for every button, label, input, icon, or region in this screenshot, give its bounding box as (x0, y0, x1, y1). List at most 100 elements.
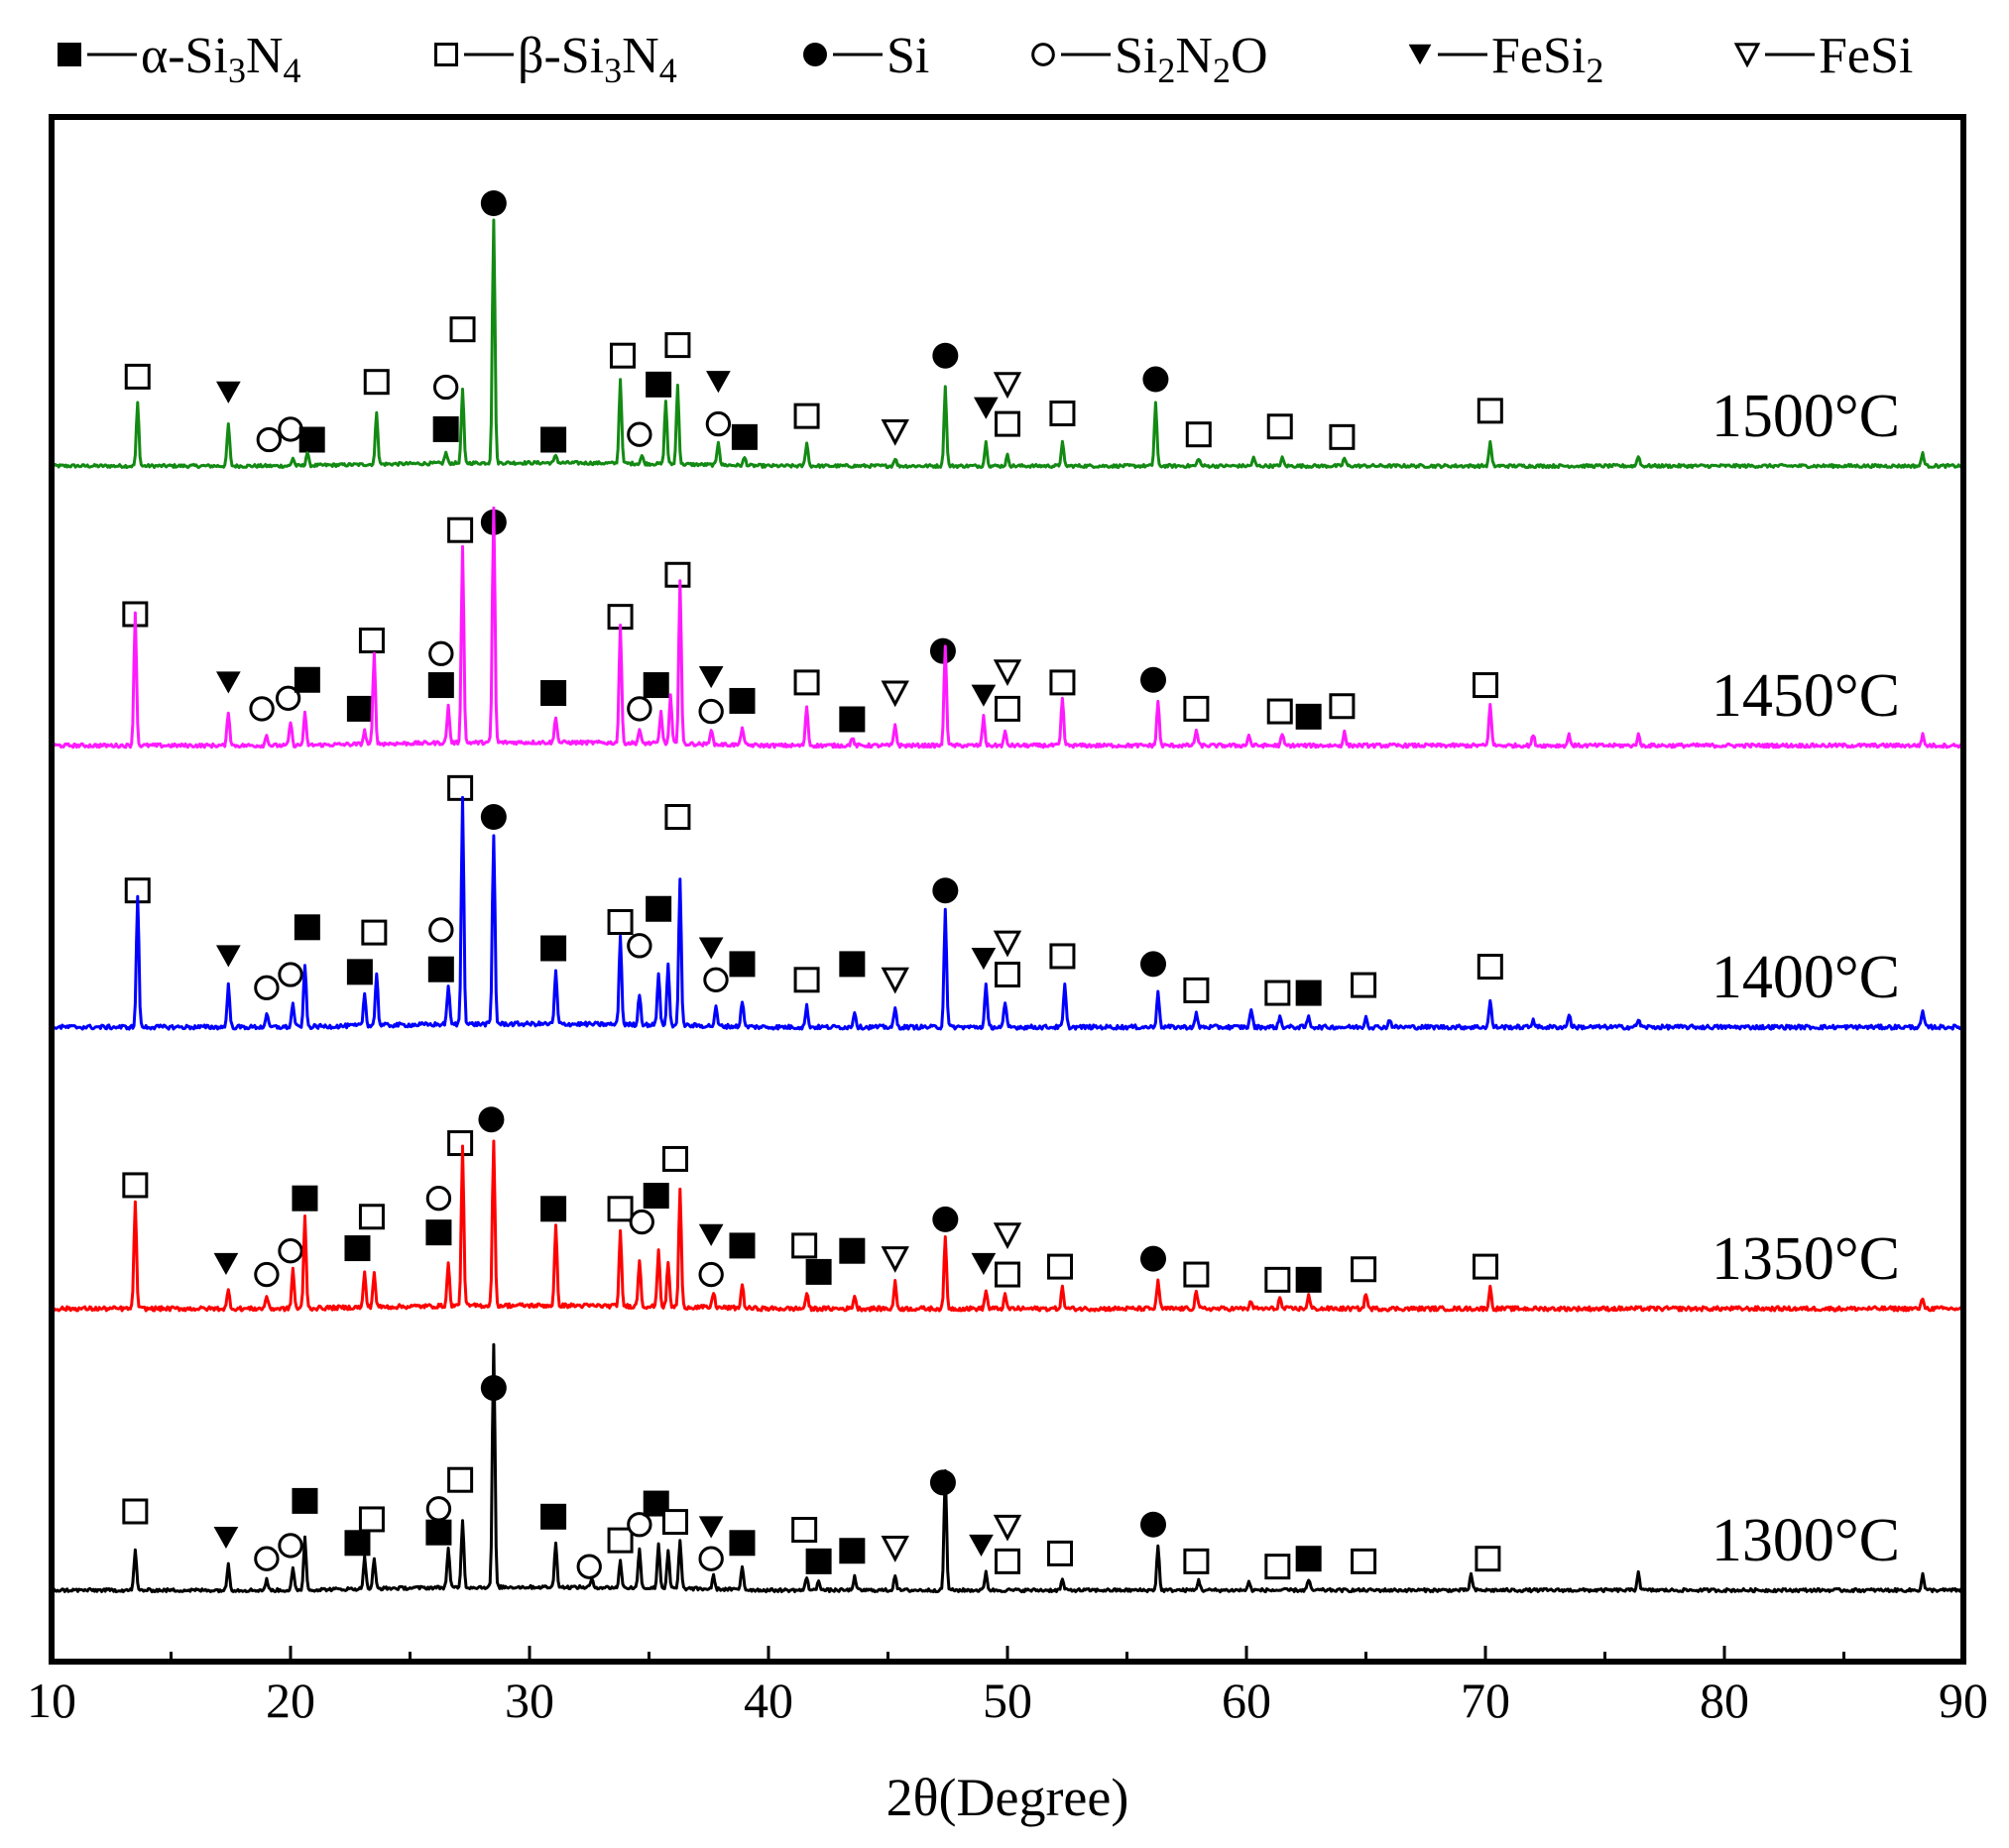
marker-beta-icon (791, 1232, 818, 1259)
marker-fesi-icon (881, 967, 909, 994)
legend-subscript: 4 (659, 51, 677, 90)
marker-si-icon (932, 877, 959, 904)
legend-marker-fesi2-icon (1408, 44, 1432, 65)
marker-alpha-icon (294, 914, 320, 941)
marker-beta-icon (609, 342, 636, 369)
marker-si2n2o-icon (576, 1554, 602, 1579)
legend-label-si: Si (886, 28, 929, 84)
x-tick-label: 40 (744, 1673, 793, 1728)
legend-text-part: β-Si (518, 28, 604, 84)
marker-si2n2o-icon (627, 1512, 652, 1538)
legend-label-fesi2: FeSi2 (1491, 28, 1603, 90)
marker-beta-icon (361, 919, 388, 946)
marker-beta-icon (1047, 1253, 1074, 1280)
marker-beta-icon (1185, 421, 1212, 448)
marker-beta-icon (363, 369, 390, 396)
series-label: 1450°C (1712, 662, 1900, 730)
marker-alpha-icon (1295, 1266, 1322, 1293)
marker-beta-icon (1351, 1548, 1377, 1574)
marker-beta-icon (1183, 695, 1210, 722)
legend-text-part: N (246, 28, 284, 84)
marker-fesi-icon (993, 930, 1022, 958)
legend-label-fesi: FeSi (1819, 28, 1913, 84)
marker-beta-icon (607, 909, 634, 935)
marker-alpha-icon (805, 1548, 832, 1574)
marker-alpha-icon (344, 1530, 371, 1557)
legend-label-alpha: α-Si3N4 (141, 28, 301, 90)
marker-si-icon (478, 1106, 505, 1133)
marker-beta-icon (1351, 972, 1377, 998)
marker-alpha-icon (729, 951, 756, 978)
series-lines (50, 218, 1965, 1594)
marker-si-icon (1140, 1245, 1167, 1272)
legend-text-part: FeSi (1819, 28, 1913, 84)
marker-beta-icon (1049, 669, 1076, 696)
series-label: 1350°C (1712, 1225, 1900, 1293)
legend-marker-alpha-icon (58, 43, 81, 66)
marker-alpha-icon (425, 1219, 452, 1246)
marker-alpha-icon (346, 695, 373, 722)
marker-alpha-icon (729, 687, 756, 714)
marker-beta-icon (122, 1498, 149, 1525)
marker-beta-icon (1266, 698, 1293, 725)
legend-label-si2n2o: Si2N2O (1115, 28, 1268, 90)
marker-si2n2o-icon (432, 374, 459, 401)
marker-beta-icon (995, 962, 1020, 987)
series-label: 1500°C (1712, 383, 1900, 450)
marker-beta-icon (995, 695, 1020, 722)
legend-item-alpha: α-Si3N4 (58, 28, 301, 90)
marker-beta-icon (1264, 1554, 1291, 1580)
marker-beta-icon (793, 669, 820, 696)
marker-alpha-icon (839, 1538, 866, 1564)
marker-alpha-icon (540, 1503, 567, 1530)
marker-alpha-icon (1295, 703, 1322, 730)
marker-si2n2o-icon (249, 696, 275, 722)
x-tick-label: 90 (1939, 1673, 1988, 1728)
marker-alpha-icon (729, 1232, 756, 1259)
marker-si2n2o-icon (254, 1261, 280, 1288)
marker-alpha-icon (540, 426, 567, 453)
marker-si2n2o-icon (278, 1533, 303, 1559)
marker-si2n2o-icon (275, 685, 301, 711)
marker-fesi-icon (881, 419, 909, 446)
marker-alpha-icon (646, 371, 672, 398)
marker-si2n2o-icon (278, 1238, 303, 1264)
marker-fesi2-icon (973, 397, 999, 419)
legend-label-beta: β-Si3N4 (518, 28, 677, 90)
marker-fesi2-icon (971, 1252, 997, 1275)
marker-si2n2o-icon (425, 1496, 452, 1522)
marker-si2n2o-icon (703, 967, 729, 992)
legend-marker-si2n2o-icon (1031, 43, 1055, 66)
series-line-1300c (51, 1342, 1964, 1594)
marker-fesi-icon (881, 1246, 909, 1273)
marker-fesi2-icon (215, 671, 241, 694)
marker-beta-icon (664, 804, 691, 830)
marker-si2n2o-icon (698, 698, 724, 725)
marker-beta-icon (793, 403, 820, 429)
marker-fesi2-icon (969, 1534, 994, 1557)
marker-beta-icon (447, 517, 474, 543)
marker-alpha-icon (292, 1185, 318, 1212)
marker-alpha-icon (540, 935, 567, 962)
marker-beta-icon (664, 561, 691, 588)
marker-si2n2o-icon (627, 696, 652, 722)
marker-si2n2o-icon (425, 1186, 452, 1212)
marker-si-icon (1140, 1511, 1167, 1538)
marker-si2n2o-icon (698, 1546, 724, 1571)
series-line-1400c (50, 795, 1964, 1031)
marker-fesi-icon (993, 659, 1022, 687)
marker-beta-icon (1183, 1548, 1210, 1574)
legend-text-part: FeSi (1491, 28, 1586, 84)
legend-item-si: Si (803, 28, 929, 84)
series-line-1350c (51, 1139, 1965, 1313)
marker-si2n2o-icon (627, 933, 652, 959)
marker-alpha-icon (643, 672, 669, 699)
marker-beta-icon (1351, 1256, 1377, 1283)
marker-alpha-icon (427, 956, 454, 982)
marker-alpha-icon (540, 1196, 567, 1222)
legend-item-beta: β-Si3N4 (434, 28, 677, 90)
marker-si2n2o-icon (428, 640, 454, 666)
x-axis-ticks: 10 20 30 40 50 60 70 80 90 (27, 1646, 1988, 1728)
marker-si2n2o-icon (254, 975, 280, 1000)
